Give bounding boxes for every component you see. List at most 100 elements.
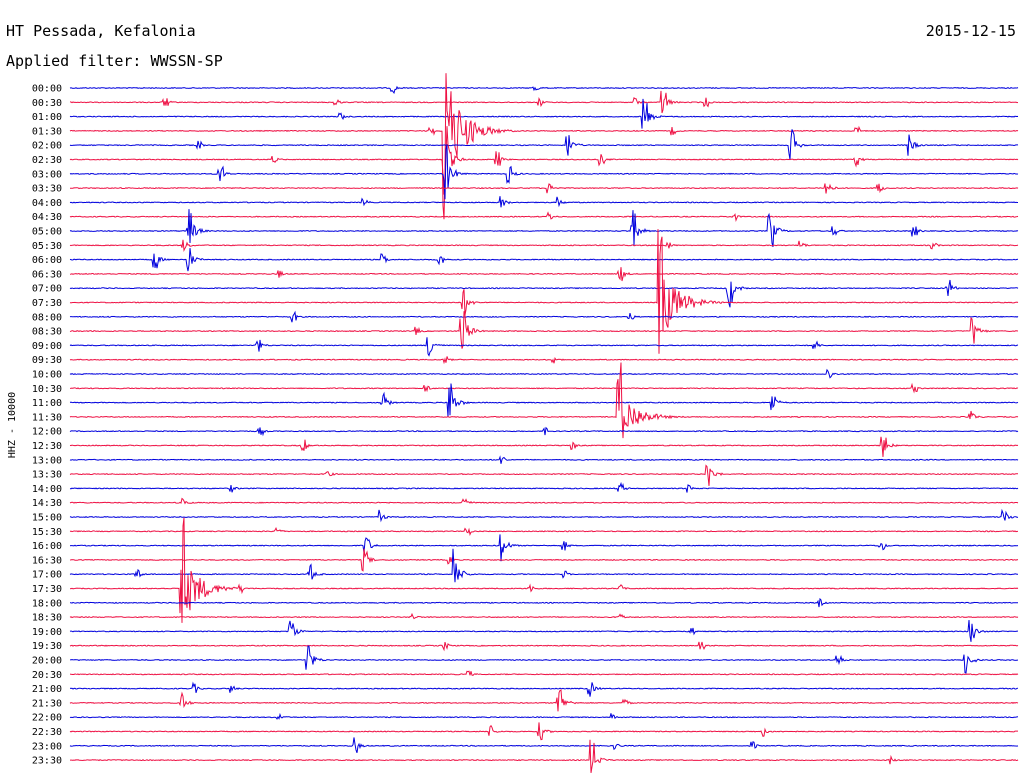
time-label-0000: 00:00 (32, 84, 62, 95)
time-label-1030: 10:30 (32, 384, 62, 395)
time-label-1530: 15:30 (32, 527, 62, 538)
trace-0400 (69, 196, 1018, 208)
time-label-1330: 13:30 (32, 470, 62, 481)
time-label-1000: 10:00 (32, 370, 62, 381)
trace-1900 (69, 619, 1018, 642)
time-label-0430: 04:30 (32, 212, 62, 223)
time-label-0500: 05:00 (32, 227, 62, 238)
trace-0730 (69, 229, 1019, 354)
time-label-2330: 23:30 (32, 756, 62, 767)
trace-0300 (69, 144, 1019, 200)
time-label-1900: 19:00 (32, 627, 62, 638)
time-label-0800: 08:00 (32, 312, 62, 323)
trace-2330 (70, 739, 1019, 773)
trace-0700 (69, 279, 1019, 308)
trace-1430 (69, 497, 1019, 505)
time-label-0900: 09:00 (32, 341, 62, 352)
station-title: HT Pessada, Kefalonia (6, 22, 196, 40)
chart-date: 2015-12-15 (926, 22, 1016, 40)
trace-1630 (69, 548, 1019, 572)
time-label-1830: 18:30 (32, 613, 62, 624)
trace-0230 (69, 126, 1019, 195)
trace-0500 (69, 209, 1019, 248)
trace-2100 (69, 681, 1019, 697)
time-label-2130: 21:30 (32, 698, 62, 709)
time-label-1930: 19:30 (32, 641, 62, 652)
trace-0830 (69, 311, 1019, 349)
time-label-1730: 17:30 (32, 584, 62, 595)
time-label-1300: 13:00 (32, 455, 62, 466)
trace-1530 (69, 526, 1018, 536)
trace-2230 (69, 722, 1018, 741)
trace-0600 (69, 248, 1019, 272)
trace-1500 (69, 508, 1019, 523)
time-label-0400: 04:00 (32, 198, 62, 209)
time-label-1500: 15:00 (32, 513, 62, 524)
trace-1400 (69, 481, 1019, 493)
trace-2300 (69, 737, 1019, 753)
time-label-0230: 02:30 (32, 155, 62, 166)
trace-1800 (70, 597, 1018, 608)
trace-1100 (69, 383, 1019, 417)
time-label-0930: 09:30 (32, 355, 62, 366)
time-label-0200: 02:00 (32, 141, 62, 152)
time-label-2200: 22:00 (32, 713, 62, 724)
time-label-1800: 18:00 (32, 598, 62, 609)
trace-2030 (69, 670, 1019, 676)
trace-1200 (69, 426, 1019, 437)
trace-0200 (69, 129, 1019, 160)
filter-label: Applied filter: WWSSN-SP (6, 52, 223, 70)
time-tick-labels: 00:00 00:30 01:00 01:30 02:00 02:30 03:00 03:30… (32, 84, 62, 767)
time-label-0100: 01:00 (32, 112, 62, 123)
trace-0100 (69, 98, 1019, 129)
trace-0530 (69, 239, 1019, 252)
time-label-0830: 08:30 (32, 327, 62, 338)
time-label-0730: 07:30 (32, 298, 62, 309)
time-label-2230: 22:30 (32, 727, 62, 738)
trace-0430 (69, 211, 1019, 223)
trace-1000 (69, 368, 1019, 379)
time-label-2100: 21:00 (32, 684, 62, 695)
time-label-1100: 11:00 (32, 398, 62, 409)
time-label-0700: 07:00 (32, 284, 62, 295)
trace-2000 (69, 645, 1018, 674)
time-label-0630: 06:30 (32, 269, 62, 280)
time-label-1700: 17:00 (32, 570, 62, 581)
time-label-2300: 23:00 (32, 741, 62, 752)
time-label-1430: 14:30 (32, 498, 62, 509)
trace-1300 (69, 455, 1019, 464)
trace-1730 (69, 517, 1019, 623)
time-label-1130: 11:30 (32, 412, 62, 423)
time-label-0130: 01:30 (32, 126, 62, 137)
trace-0330 (70, 183, 1019, 194)
time-label-1230: 12:30 (32, 441, 62, 452)
trace-1600 (69, 534, 1019, 562)
trace-0000 (69, 85, 1019, 94)
trace-1700 (69, 548, 1018, 583)
trace-1230 (69, 436, 1019, 457)
time-label-1600: 16:00 (32, 541, 62, 552)
trace-0930 (69, 356, 1019, 365)
time-label-2030: 20:30 (32, 670, 62, 681)
trace-1830 (69, 612, 1019, 620)
trace-0030 (69, 90, 1019, 114)
channel-label: HHZ - 10000 (7, 392, 18, 458)
trace-1030 (69, 382, 1019, 394)
trace-2200 (69, 712, 1019, 720)
chart-header: HT Pessada, Kefalonia 2015-12-15 Applied… (6, 22, 1016, 70)
trace-0800 (69, 310, 1019, 323)
time-label-1630: 16:30 (32, 555, 62, 566)
trace-1930 (69, 641, 1019, 652)
time-label-0030: 00:30 (32, 98, 62, 109)
time-label-1200: 12:00 (32, 427, 62, 438)
time-label-0600: 06:00 (32, 255, 62, 266)
trace-1330 (69, 464, 1018, 486)
time-label-1400: 14:00 (32, 484, 62, 495)
trace-2130 (69, 689, 1019, 712)
trace-0630 (69, 267, 1019, 282)
time-label-2000: 20:00 (32, 656, 62, 667)
trace-1130 (69, 362, 1019, 439)
seismic-traces (69, 73, 1019, 773)
trace-0130 (69, 73, 1019, 220)
